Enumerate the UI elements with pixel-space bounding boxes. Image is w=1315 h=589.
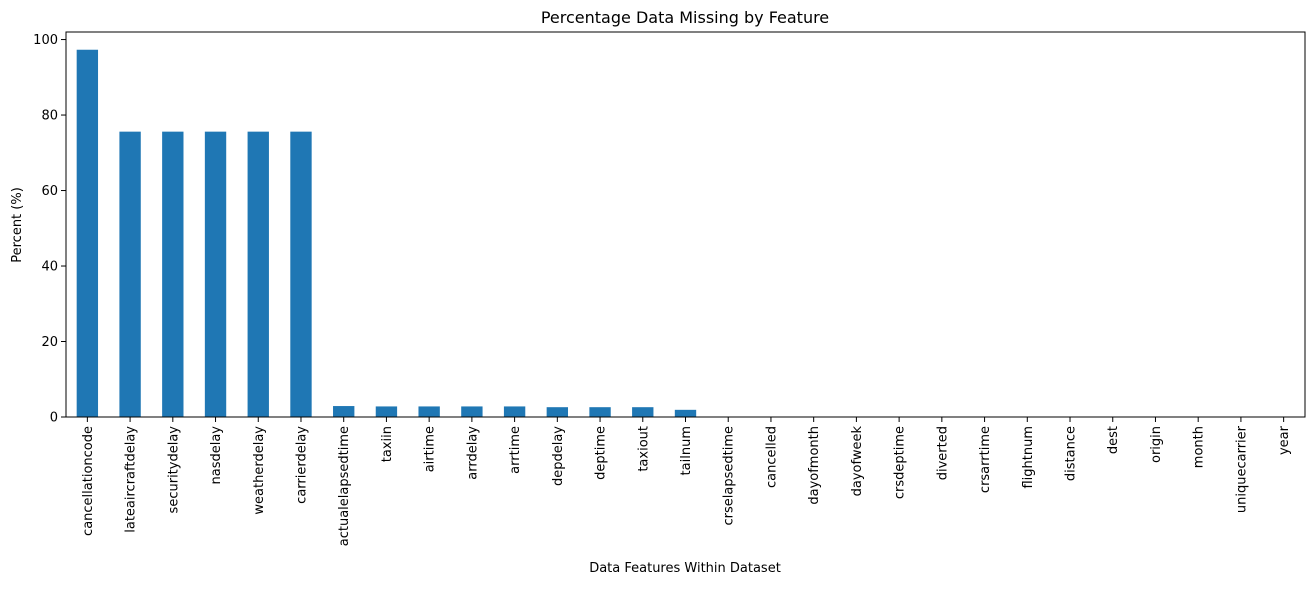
bar-tailnum (675, 410, 696, 417)
bar-taxiin (376, 406, 397, 417)
x-tick-label: airtime (423, 426, 438, 472)
x-axis: cancellationcode lateaircraftdelay securit… (81, 417, 1292, 546)
x-tick-label: taxiin (380, 426, 395, 462)
y-tick-label: 20 (41, 335, 58, 350)
bar-weatherdelay (248, 132, 269, 417)
bar-securitydelay (162, 132, 183, 417)
bar-lateaircraftdelay (119, 132, 140, 417)
x-tick-label: uniquecarrier (1234, 425, 1249, 513)
y-axis-label: Percent (%) (10, 187, 25, 263)
plot-area (77, 50, 739, 417)
bar-nasdelay (205, 132, 226, 417)
y-tick-label: 0 (50, 411, 58, 426)
x-tick-label: depdelay (551, 426, 566, 486)
x-tick-label: dest (1106, 426, 1121, 454)
x-tick-label: crsarrtime (978, 426, 993, 493)
x-tick-label: month (1192, 426, 1207, 468)
x-tick-label: securitydelay (166, 426, 181, 514)
bar-depdelay (547, 407, 568, 417)
x-tick-label: flightnum (1021, 426, 1036, 489)
x-tick-label: arrtime (508, 426, 523, 474)
x-tick-label: deptime (594, 426, 609, 480)
bar-taxiout (632, 407, 653, 417)
x-tick-label: cancelled (764, 426, 779, 488)
x-tick-label: diverted (935, 426, 950, 480)
x-tick-label: weatherdelay (252, 426, 267, 515)
bar-arrtime (504, 406, 525, 417)
x-tick-label: distance (1064, 426, 1079, 481)
chart-title: Percentage Data Missing by Feature (541, 8, 829, 27)
x-tick-label: taxiout (636, 426, 651, 472)
y-axis: 0 20 40 60 80 100 (33, 33, 66, 425)
y-tick-label: 60 (41, 184, 58, 199)
bar-arrdelay (461, 406, 482, 417)
x-axis-label: Data Features Within Dataset (589, 561, 781, 576)
y-tick-label: 40 (41, 260, 58, 275)
x-tick-label: actualelapsedtime (337, 426, 352, 546)
bar-airtime (418, 406, 439, 417)
x-tick-label: crselapsedtime (722, 426, 737, 526)
x-tick-label: nasdelay (209, 426, 224, 485)
x-tick-label: origin (1149, 426, 1164, 463)
bar-actualelapsedtime (333, 406, 354, 417)
x-tick-label: dayofmonth (807, 426, 822, 505)
x-tick-label: arrdelay (465, 426, 480, 480)
y-tick-label: 80 (41, 109, 58, 124)
x-tick-label: tailnum (679, 426, 694, 475)
x-tick-label: cancellationcode (81, 426, 96, 536)
x-tick-label: year (1277, 425, 1292, 455)
y-tick-label: 100 (33, 33, 58, 48)
x-tick-label: crsdeptime (893, 426, 908, 499)
x-tick-label: carrierdelay (294, 426, 309, 504)
bar-carrierdelay (290, 132, 311, 417)
x-tick-label: lateaircraftdelay (124, 426, 139, 533)
bar-cancellationcode (77, 50, 98, 417)
x-tick-label: dayofweek (850, 426, 865, 497)
bar-deptime (589, 407, 610, 417)
